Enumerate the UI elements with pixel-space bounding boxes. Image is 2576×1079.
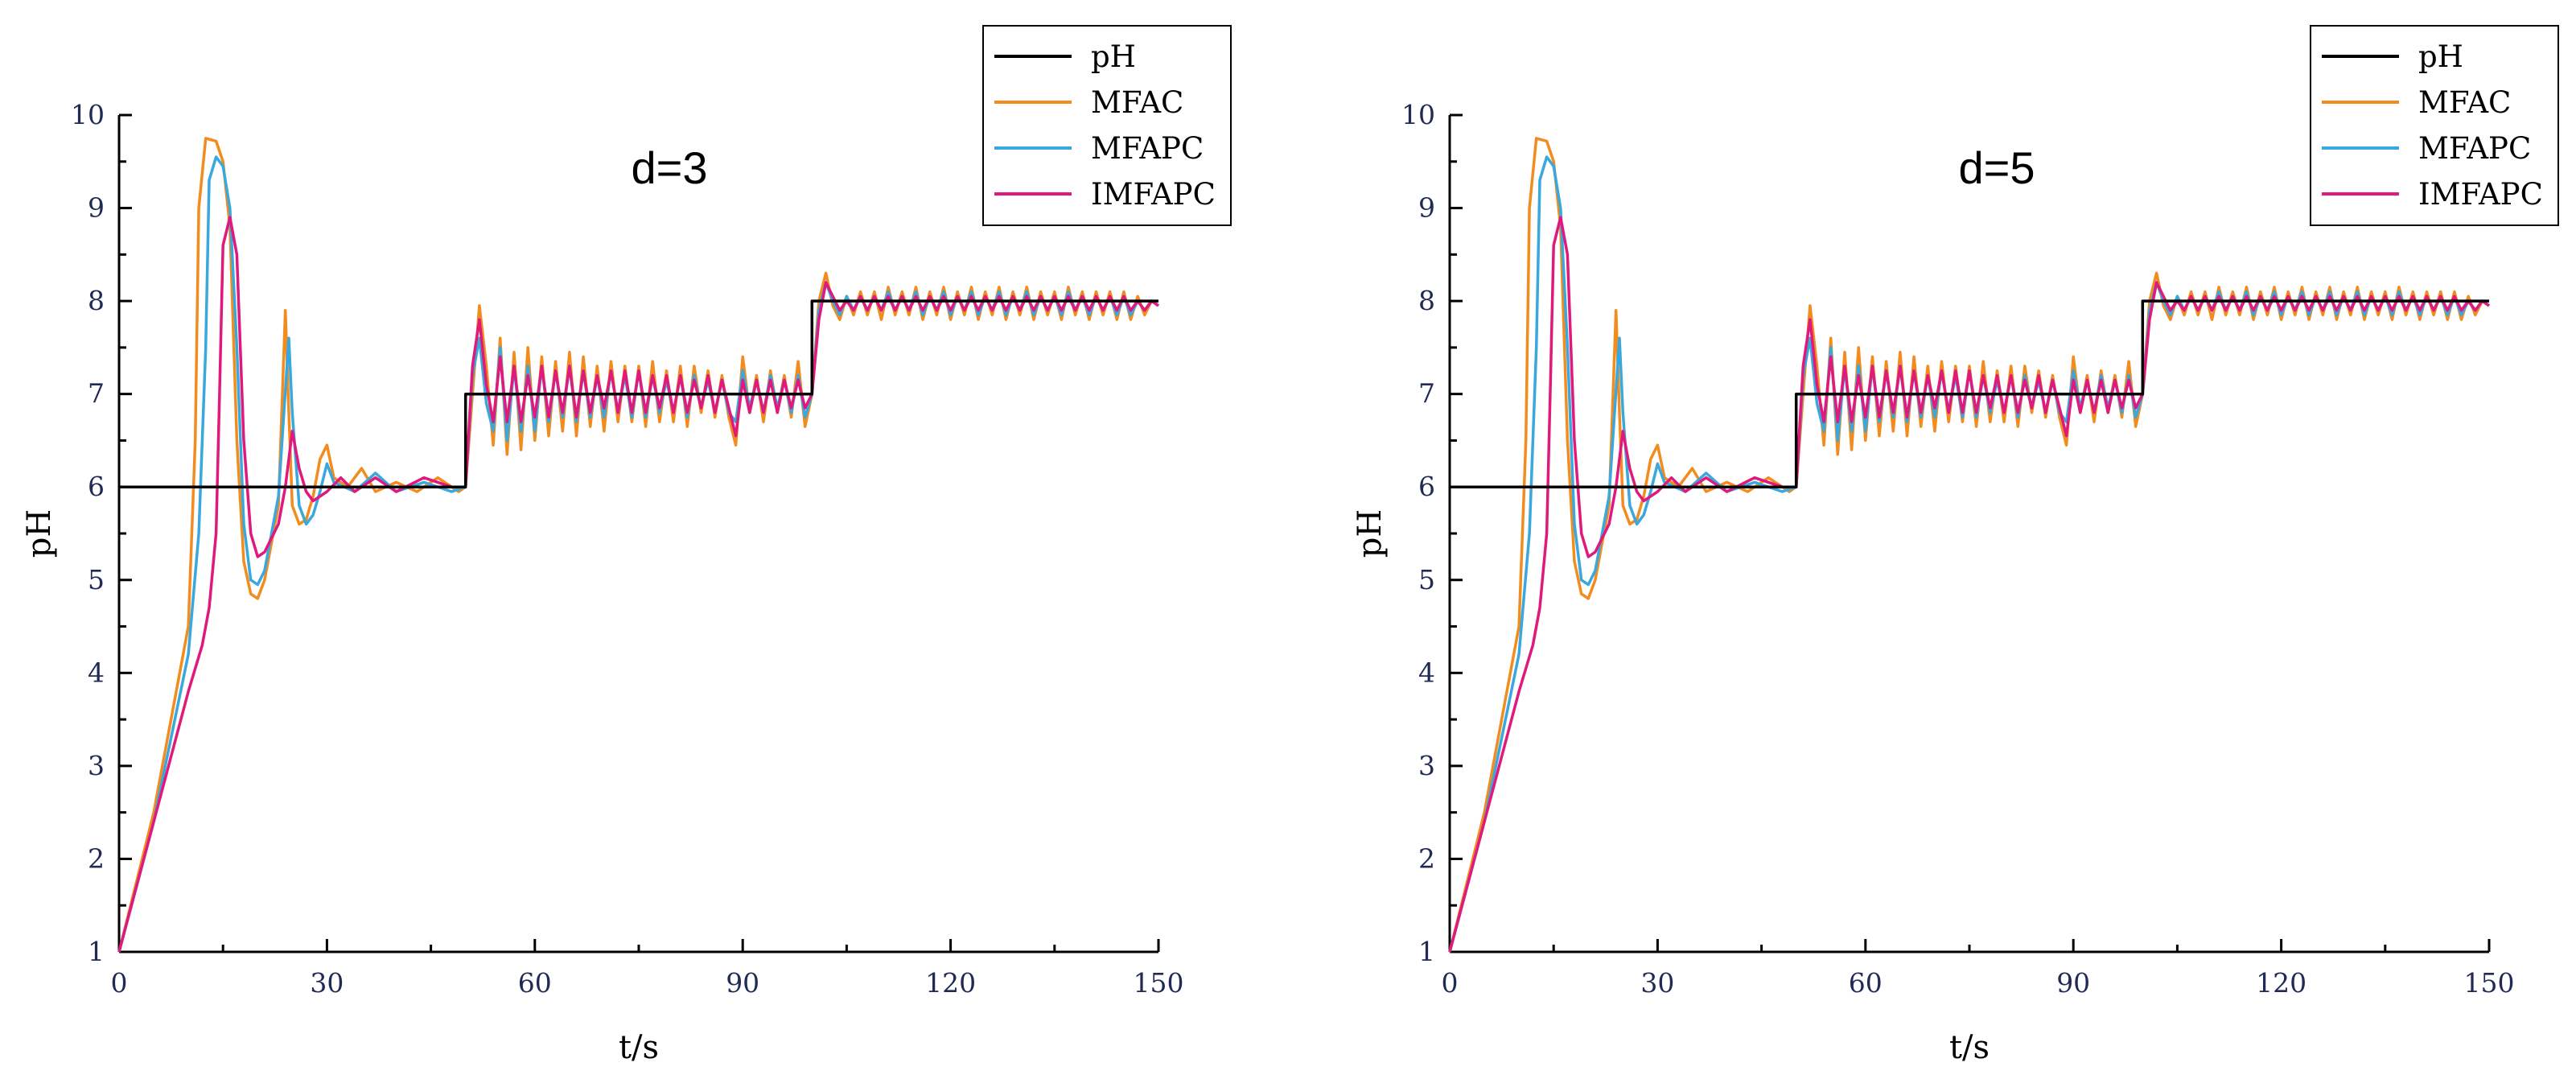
x-tick-label: 60 xyxy=(1849,967,1883,999)
y-tick-label: 3 xyxy=(88,750,105,781)
y-tick-label: 10 xyxy=(71,99,105,130)
x-tick-label: 60 xyxy=(518,967,552,999)
y-tick-label: 6 xyxy=(88,471,105,502)
chart-panel-d3: 1 2 3 4 5 6 7 8 9 10 0 30 60 90 120 150 t/s pH d=3 pH MFAC MF… xyxy=(21,25,1232,1066)
legend-label-ph: pH xyxy=(2418,39,2463,74)
series-line-imfapc xyxy=(117,216,1159,953)
y-tick-label: 9 xyxy=(1418,192,1435,224)
legend-label-mfac: MFAC xyxy=(2418,85,2511,120)
x-tick-label: 30 xyxy=(310,967,344,999)
x-tick-label: 90 xyxy=(2056,967,2090,999)
y-tick-label: 1 xyxy=(1418,936,1435,967)
series-line-mfapc xyxy=(117,155,1159,953)
y-tick-label: 10 xyxy=(1401,99,1435,130)
legend-label-imfapc: IMFAPC xyxy=(2418,177,2543,212)
chart-panel-d5: 1 2 3 4 5 6 7 8 9 10 0 30 60 90 120 150 t/s pH d=5 pH MFAC MF… xyxy=(1352,25,2559,1066)
y-tick-label: 4 xyxy=(88,657,105,688)
x-tick-label: 150 xyxy=(1134,967,1184,999)
x-tick-label: 30 xyxy=(1640,967,1674,999)
x-tick-label: 120 xyxy=(925,967,976,999)
x-tick-label: 0 xyxy=(111,967,128,999)
y-tick-label: 3 xyxy=(1418,750,1435,781)
y-tick-label: 5 xyxy=(1418,564,1435,595)
delay-annotation: d=3 xyxy=(632,142,708,193)
x-tick-label: 120 xyxy=(2256,967,2306,999)
y-tick-label: 1 xyxy=(88,936,105,967)
legend-label-mfapc: MFAPC xyxy=(2418,131,2531,166)
legend-label-mfapc: MFAPC xyxy=(1091,131,1204,166)
y-axis-title: pH xyxy=(21,509,58,558)
series-line-ph xyxy=(119,299,1158,488)
x-tick-label: 0 xyxy=(1442,967,1459,999)
y-tick-label: 8 xyxy=(88,285,105,316)
series-line-mfac xyxy=(1448,137,2490,953)
series-line-imfapc xyxy=(1448,216,2490,953)
x-tick-label: 90 xyxy=(726,967,759,999)
legend-box xyxy=(982,25,1232,226)
y-tick-label: 7 xyxy=(88,378,105,410)
x-tick-label: 150 xyxy=(2464,967,2515,999)
y-tick-label: 5 xyxy=(88,564,105,595)
legend-label-imfapc: IMFAPC xyxy=(1091,177,1216,212)
y-tick-label: 2 xyxy=(88,842,105,874)
legend-label-ph: pH xyxy=(1091,39,1136,74)
y-tick-label: 4 xyxy=(1418,657,1435,688)
series-line-mfapc xyxy=(1448,155,2490,953)
series-line-ph xyxy=(1450,299,2489,488)
legend-label-mfac: MFAC xyxy=(1091,85,1183,120)
y-tick-label: 8 xyxy=(1418,285,1435,316)
delay-annotation: d=5 xyxy=(1959,142,2035,193)
series-line-mfac xyxy=(117,137,1159,953)
x-axis-title: t/s xyxy=(1949,1029,1990,1066)
legend-box xyxy=(2310,25,2559,226)
x-axis-title: t/s xyxy=(619,1029,659,1066)
y-axis-title: pH xyxy=(1352,509,1389,558)
y-tick-label: 6 xyxy=(1418,471,1435,502)
y-tick-label: 2 xyxy=(1418,842,1435,874)
y-tick-label: 7 xyxy=(1418,378,1435,410)
y-tick-label: 9 xyxy=(88,192,105,224)
